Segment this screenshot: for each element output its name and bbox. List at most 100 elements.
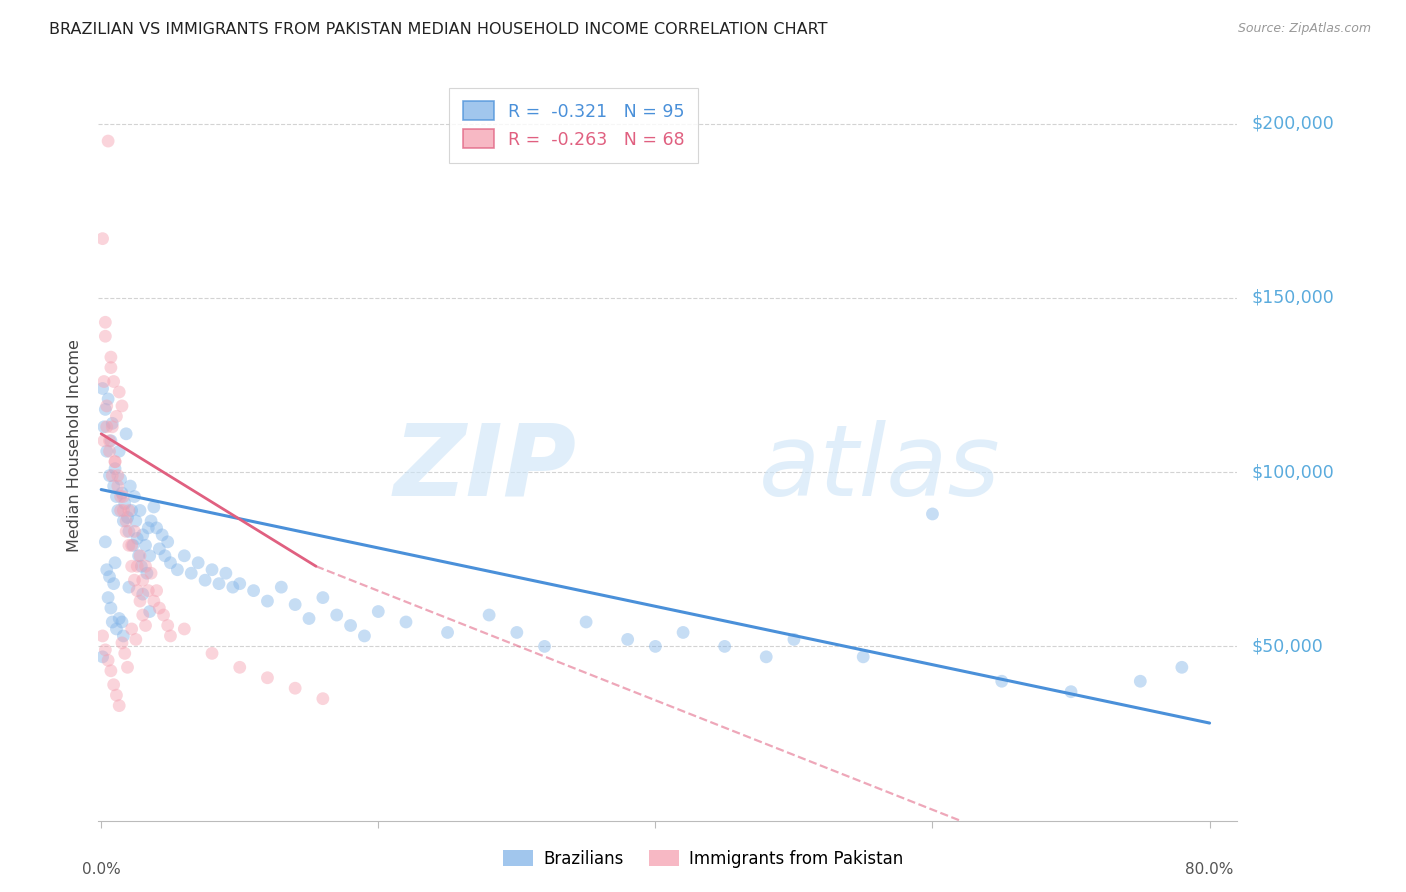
Point — [153, 549, 176, 563]
Point — [105, 688, 128, 702]
Point — [91, 232, 114, 246]
Point — [105, 409, 128, 424]
Point — [1171, 660, 1194, 674]
Point — [142, 594, 165, 608]
Point — [93, 434, 115, 448]
Point — [111, 486, 134, 500]
Point — [156, 534, 179, 549]
Point — [100, 664, 122, 678]
Y-axis label: Median Household Income: Median Household Income — [67, 340, 83, 552]
Point — [990, 674, 1012, 689]
Point — [145, 521, 167, 535]
Point — [1060, 684, 1083, 698]
Point — [100, 434, 122, 448]
Point — [104, 461, 127, 475]
Point — [222, 580, 245, 594]
Point — [127, 559, 149, 574]
Point — [284, 598, 307, 612]
Point — [91, 649, 114, 664]
Point — [115, 514, 138, 528]
Point — [101, 417, 124, 431]
Point — [98, 444, 121, 458]
Point — [132, 587, 155, 601]
Point — [103, 678, 125, 692]
Point — [229, 660, 252, 674]
Point — [478, 607, 501, 622]
Point — [104, 455, 127, 469]
Point — [121, 559, 143, 574]
Point — [114, 496, 136, 510]
Point — [118, 524, 141, 539]
Point — [115, 524, 138, 539]
Point — [103, 576, 125, 591]
Point — [187, 556, 209, 570]
Point — [127, 532, 149, 546]
Point — [121, 622, 143, 636]
Text: BRAZILIAN VS IMMIGRANTS FROM PAKISTAN MEDIAN HOUSEHOLD INCOME CORRELATION CHART: BRAZILIAN VS IMMIGRANTS FROM PAKISTAN ME… — [49, 22, 828, 37]
Point — [112, 490, 135, 504]
Point — [152, 607, 174, 622]
Point — [94, 315, 117, 329]
Point — [93, 420, 115, 434]
Point — [229, 576, 252, 591]
Point — [94, 329, 117, 343]
Point — [135, 538, 157, 552]
Point — [120, 479, 142, 493]
Point — [112, 629, 135, 643]
Point — [122, 538, 145, 552]
Point — [93, 375, 115, 389]
Point — [111, 615, 134, 629]
Point — [256, 671, 278, 685]
Point — [139, 566, 162, 581]
Point — [91, 382, 114, 396]
Point — [96, 563, 118, 577]
Point — [94, 534, 117, 549]
Point — [129, 549, 152, 563]
Point — [111, 636, 134, 650]
Point — [117, 660, 139, 674]
Point — [125, 514, 148, 528]
Point — [1129, 674, 1152, 689]
Point — [208, 576, 231, 591]
Point — [97, 653, 120, 667]
Point — [256, 594, 278, 608]
Point — [108, 384, 131, 399]
Point — [395, 615, 418, 629]
Point — [118, 538, 141, 552]
Point — [107, 479, 129, 493]
Point — [125, 632, 148, 647]
Point — [135, 618, 157, 632]
Point — [110, 490, 132, 504]
Legend: R =  -0.321   N = 95, R =  -0.263   N = 68: R = -0.321 N = 95, R = -0.263 N = 68 — [449, 87, 699, 162]
Point — [108, 444, 131, 458]
Point — [97, 134, 120, 148]
Point — [159, 629, 181, 643]
Legend: Brazilians, Immigrants from Pakistan: Brazilians, Immigrants from Pakistan — [496, 844, 910, 875]
Point — [111, 399, 134, 413]
Point — [117, 510, 139, 524]
Point — [118, 580, 141, 594]
Point — [270, 580, 292, 594]
Point — [132, 607, 155, 622]
Point — [148, 601, 170, 615]
Point — [97, 392, 120, 406]
Point — [97, 591, 120, 605]
Point — [100, 360, 122, 375]
Point — [103, 375, 125, 389]
Point — [201, 646, 224, 660]
Point — [436, 625, 458, 640]
Point — [533, 640, 555, 654]
Point — [672, 625, 695, 640]
Point — [138, 605, 160, 619]
Point — [852, 649, 875, 664]
Point — [100, 350, 122, 364]
Point — [325, 607, 347, 622]
Point — [104, 556, 127, 570]
Point — [98, 434, 121, 448]
Point — [128, 549, 150, 563]
Point — [110, 472, 132, 486]
Point — [180, 566, 202, 581]
Point — [96, 444, 118, 458]
Point — [91, 629, 114, 643]
Point — [575, 615, 598, 629]
